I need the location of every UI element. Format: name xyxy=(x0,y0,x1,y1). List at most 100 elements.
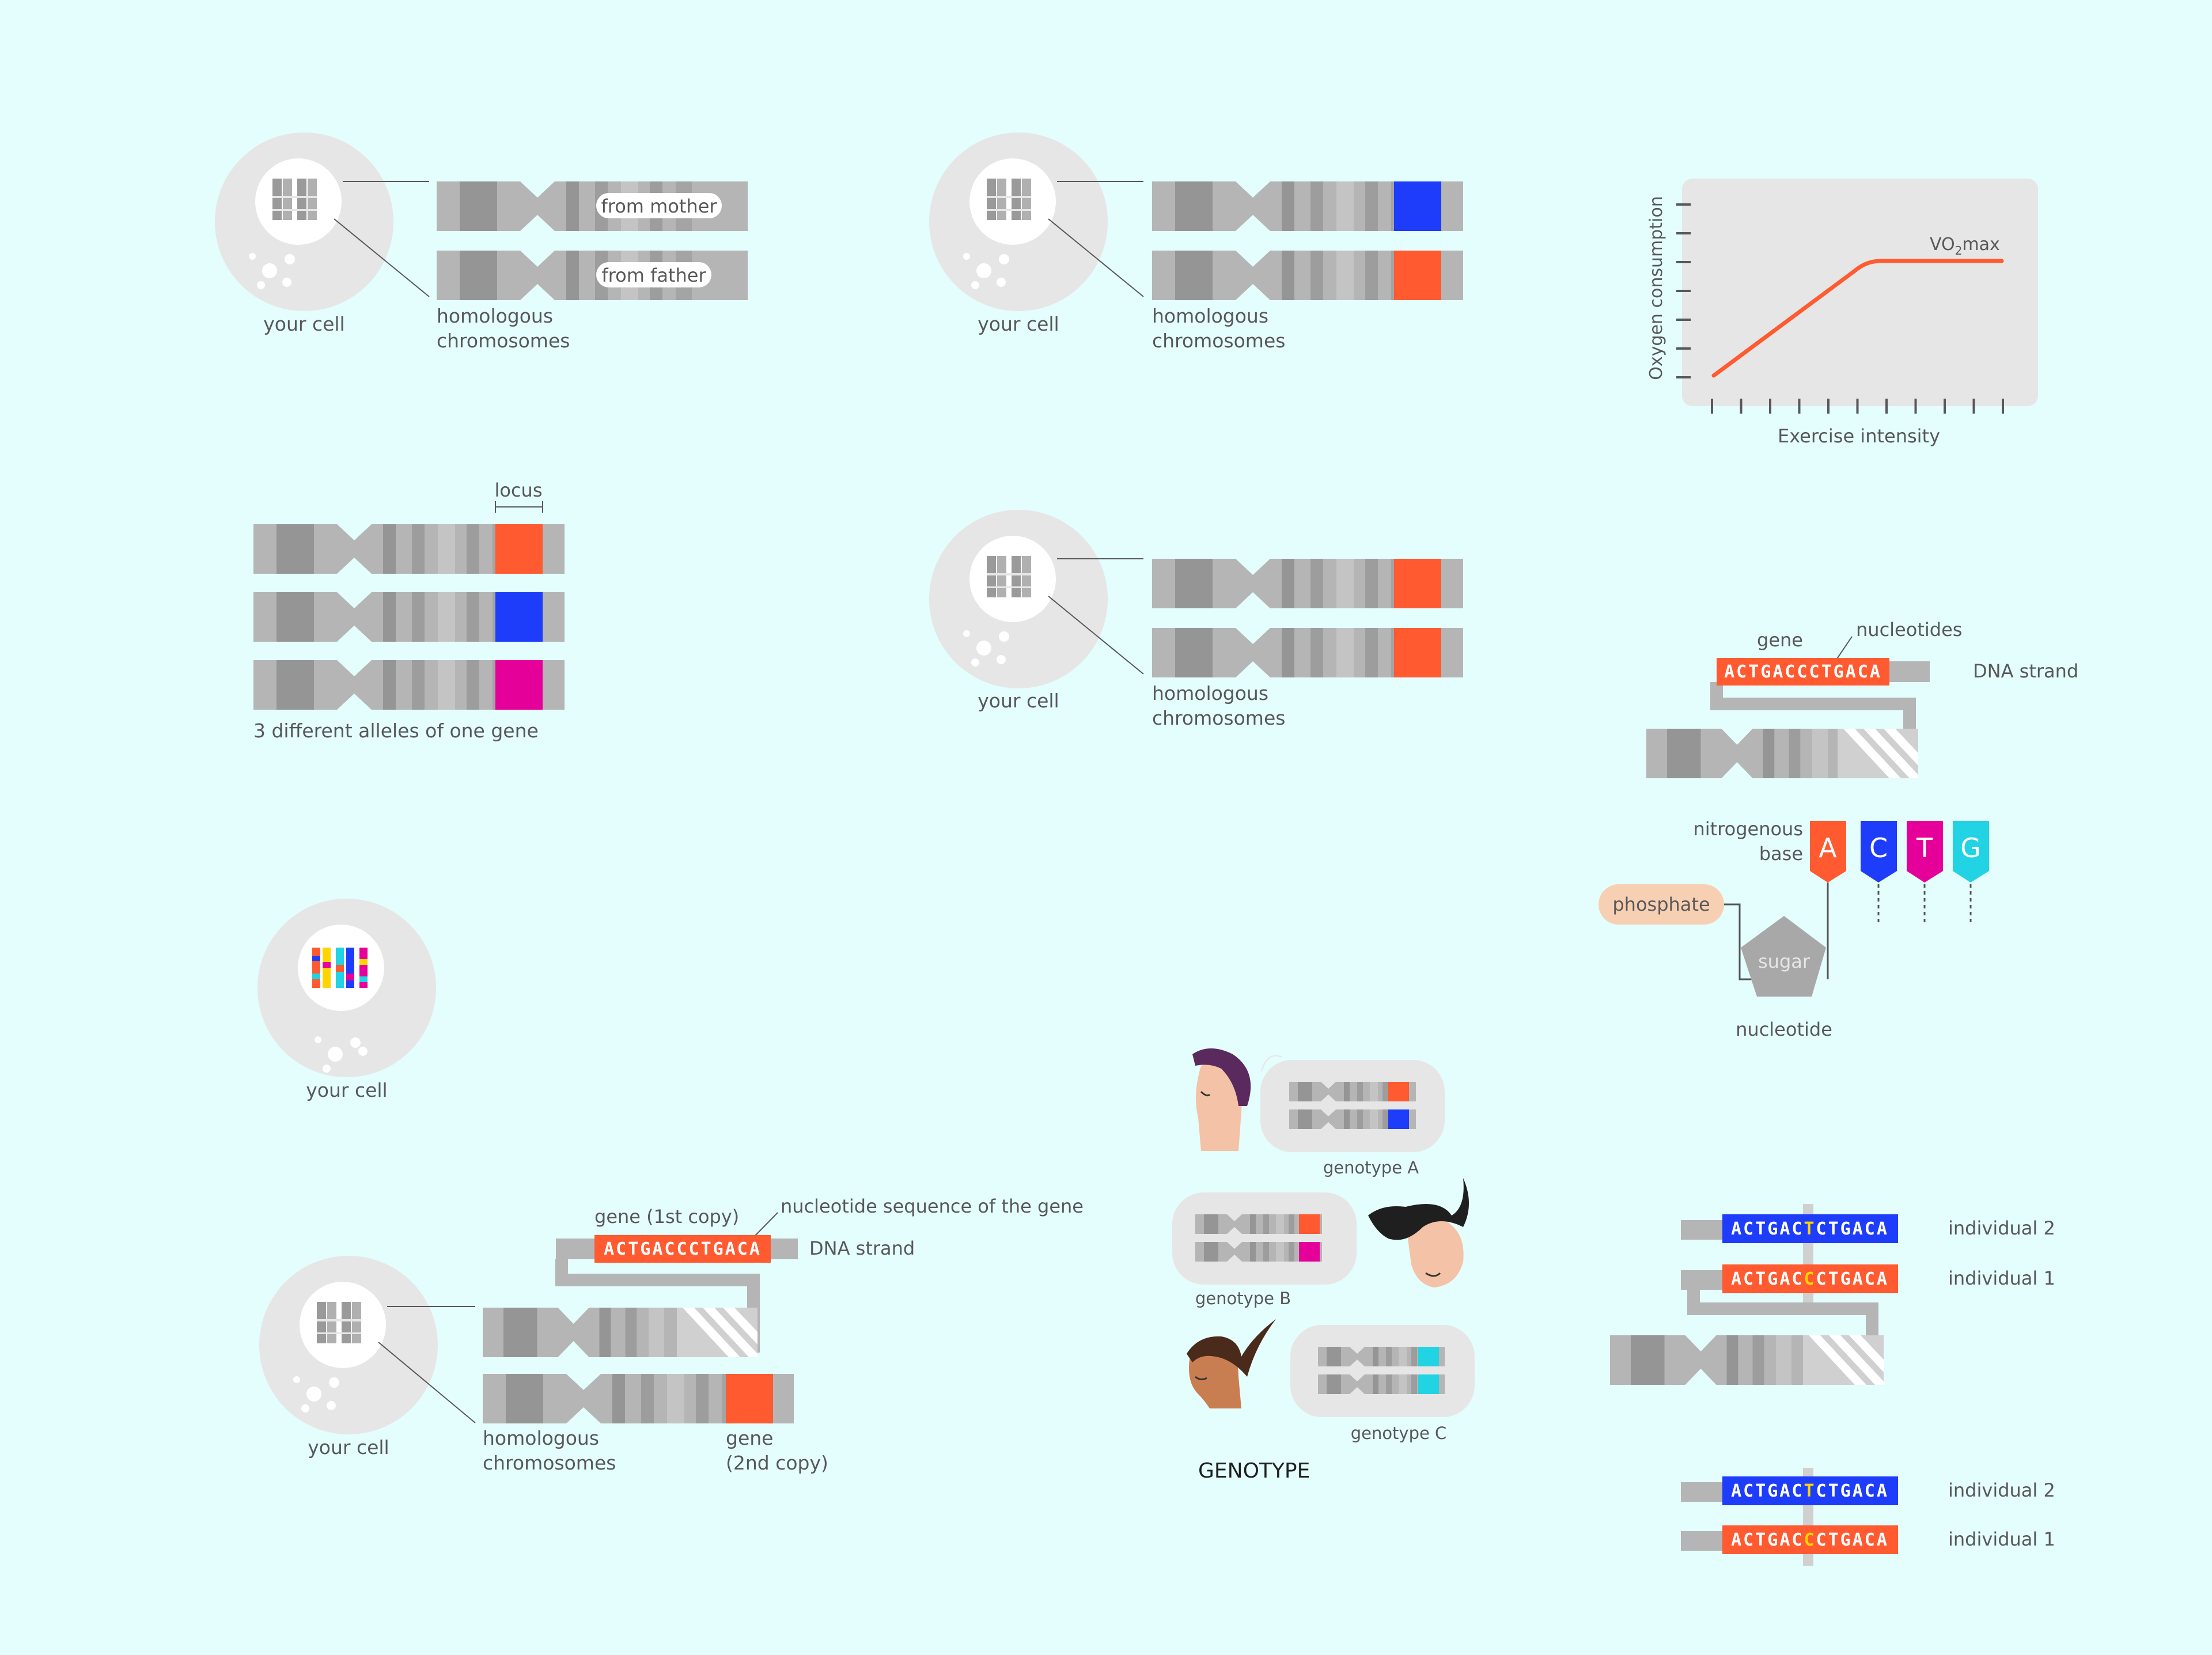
homologous-label-1: homologous xyxy=(1152,682,1268,705)
phosphate-pill xyxy=(1599,884,1724,925)
person-c-face-icon xyxy=(1187,1319,1276,1408)
cell-icon xyxy=(259,1256,438,1434)
vo2max-label: VO2max xyxy=(1930,234,2000,257)
sugar-pentagon xyxy=(1741,916,1826,997)
dna-twist xyxy=(1803,1335,1884,1385)
nitrogenous-label-1: nitrogenous xyxy=(1693,818,1803,840)
panel-individuals-variant: ACTGACTCTGACA ACTGACCCTGACA individual 2… xyxy=(1610,1204,2055,1385)
allele-magenta xyxy=(495,660,543,710)
cell-icon xyxy=(215,132,393,311)
genotype-b-bubble xyxy=(1172,1192,1357,1285)
panel-gene-copies: your cell gene (1st copy) nucleotide seq… xyxy=(259,1195,1084,1474)
dna-strand-label: DNA strand xyxy=(1973,660,2078,682)
from-mother-label: from mother xyxy=(601,195,717,217)
cell-label: your cell xyxy=(308,1436,389,1459)
svg-text:G: G xyxy=(1960,832,1981,864)
allele-red xyxy=(1394,628,1441,677)
allele-red xyxy=(1394,251,1441,300)
homologous-label-2: chromosomes xyxy=(483,1452,616,1474)
cell-label: your cell xyxy=(978,313,1059,335)
individual-2-label: individual 2 xyxy=(1948,1217,2055,1239)
individual-1-sequence-box xyxy=(1722,1264,1898,1293)
panel-individuals-compare: ACTGACTCTGACA ACTGACCCTGACA individual 2… xyxy=(1681,1468,2055,1566)
individual-1-sequence: ACTGACCCTGACA xyxy=(1731,1530,1889,1550)
svg-text:A: A xyxy=(1819,832,1837,864)
phosphate-label: phosphate xyxy=(1612,893,1710,915)
base-t-icon: T xyxy=(1907,821,1943,883)
cell-label: your cell xyxy=(978,690,1059,712)
dna-twist xyxy=(1838,729,1918,778)
individual-1-label: individual 1 xyxy=(1948,1267,2055,1289)
individual-2-sequence: ACTGACTCTGACA xyxy=(1731,1219,1889,1239)
cell-label: your cell xyxy=(263,313,344,335)
individual-1-sequence: ACTGACCCTGACA xyxy=(1731,1269,1889,1289)
x-axis-label: Exercise intensity xyxy=(1778,425,1940,447)
dna-sequence-box xyxy=(594,1235,771,1263)
homologous-label-2: chromosomes xyxy=(1152,330,1285,352)
alleles-caption: 3 different alleles of one gene xyxy=(253,719,539,742)
svg-text:C: C xyxy=(1869,832,1888,864)
oxygen-curve xyxy=(1711,259,2004,378)
y-ticks xyxy=(1676,203,1691,378)
nucleotide-sequence-label: nucleotide sequence of the gene xyxy=(781,1195,1084,1217)
nucleotide-label: nucleotide xyxy=(1736,1018,1832,1040)
homologous-label-2: chromosomes xyxy=(1152,707,1285,729)
gene-second-copy-label-1: gene xyxy=(726,1427,773,1449)
nucleotides-label: nucleotides xyxy=(1856,619,1962,641)
genotype-title: GENOTYPE xyxy=(1198,1459,1310,1483)
from-father-label: from father xyxy=(601,264,706,286)
individual-2-label: individual 2 xyxy=(1948,1479,2055,1501)
cell-icon xyxy=(929,132,1108,311)
individual-1-label: individual 1 xyxy=(1948,1528,2055,1550)
sugar-label: sugar xyxy=(1758,950,1810,972)
cell-icon xyxy=(929,510,1108,688)
dna-sequence-box xyxy=(1717,658,1889,686)
dna-sequence: ACTGACCCTGACA xyxy=(1724,662,1882,682)
individual-2-sequence-box xyxy=(1722,1476,1898,1505)
homologous-label-1: homologous xyxy=(483,1427,599,1449)
person-b-face-icon xyxy=(1368,1178,1469,1287)
gene-label: gene xyxy=(1757,629,1803,651)
panel-alleles: locus 3 different alleles of one gene xyxy=(253,479,565,742)
homologous-label-1: homologous xyxy=(437,305,553,327)
x-ticks xyxy=(1711,399,2004,414)
gene-second-copy xyxy=(726,1374,773,1423)
genotype-c-label: genotype C xyxy=(1351,1423,1447,1443)
genotype-b-label: genotype B xyxy=(1195,1289,1291,1308)
svg-text:T: T xyxy=(1916,832,1933,864)
locus-label: locus xyxy=(494,479,542,501)
colored-chromosomes-icon xyxy=(312,948,368,988)
panel-genotype: genotype A genotype B genotype C GENOTYP… xyxy=(1172,1048,1475,1483)
individual-2-sequence-box xyxy=(1722,1214,1898,1243)
base-g-icon: G xyxy=(1953,821,1989,883)
nitrogenous-label-2: base xyxy=(1759,843,1803,865)
individual-1-sequence-box xyxy=(1722,1525,1898,1554)
vo2max-chart: VO2max Oxygen consumption Exercise inten… xyxy=(1646,179,2038,447)
individual-2-sequence: ACTGACTCTGACA xyxy=(1731,1481,1889,1501)
gene-second-copy-label-2: (2nd copy) xyxy=(726,1452,828,1474)
genotype-c-bubble xyxy=(1290,1325,1475,1417)
dna-twist xyxy=(677,1308,757,1357)
person-a-face-icon xyxy=(1192,1048,1251,1151)
panel-heterozygous: your cell homologous chromosomes xyxy=(929,132,1463,352)
allele-blue xyxy=(495,592,543,642)
dna-sequence: ACTGACCCTGACA xyxy=(604,1239,762,1259)
allele-blue xyxy=(1394,181,1441,231)
allele-red xyxy=(1394,559,1441,608)
panel-parent-chromosomes: your cell from mother from father homolo… xyxy=(215,132,748,352)
homologous-label-1: homologous xyxy=(1152,305,1268,327)
cell-label: your cell xyxy=(306,1079,387,1101)
genotype-a-bubble xyxy=(1260,1060,1445,1152)
base-a-icon: A xyxy=(1810,821,1846,883)
panel-nucleotide: nitrogenous base A C T G phosphate sugar… xyxy=(1599,818,1989,1040)
allele-red xyxy=(495,524,543,574)
homologous-label-2: chromosomes xyxy=(437,330,570,352)
panel-dna-strand: gene nucleotides ACTGACCCTGACA DNA stran… xyxy=(1646,619,2078,778)
y-axis-label: Oxygen consumption xyxy=(1646,196,1666,380)
base-c-icon: C xyxy=(1861,821,1897,883)
panel-homozygous: your cell homologous chromosomes xyxy=(929,510,1463,729)
gene-first-copy-label: gene (1st copy) xyxy=(594,1206,739,1228)
dna-strand-label: DNA strand xyxy=(809,1237,915,1259)
genotype-a-label: genotype A xyxy=(1323,1158,1419,1177)
